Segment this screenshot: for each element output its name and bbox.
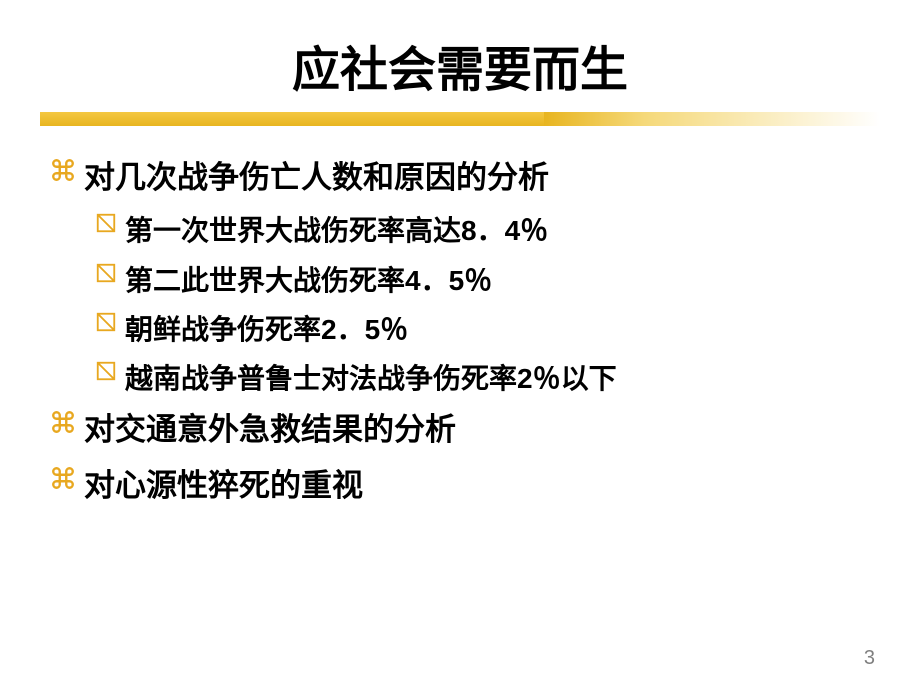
bullet-item: 对几次战争伤亡人数和原因的分析 <box>50 156 880 199</box>
box-diag-icon <box>95 261 117 292</box>
divider-solid <box>40 112 544 126</box>
bullet-text: 对心源性猝死的重视 <box>84 464 363 507</box>
page-number: 3 <box>864 647 875 670</box>
bullet-item: 第二此世界大战伤死率4．5％ <box>95 261 880 300</box>
bullet-text: 第一次世界大战伤死率高达8．4％ <box>125 211 548 250</box>
command-icon <box>50 408 76 444</box>
bullet-item: 对交通意外急救结果的分析 <box>50 408 880 451</box>
slide-title: 应社会需要而生 <box>40 30 880 100</box>
bullet-text: 朝鲜战争伤死率2．5％ <box>125 310 408 349</box>
bullet-text: 第二此世界大战伤死率4．5％ <box>125 261 492 300</box>
bullet-item: 越南战争普鲁士对法战争伤死率2％以下 <box>95 359 880 398</box>
bullet-item: 对心源性猝死的重视 <box>50 464 880 507</box>
bullet-text: 越南战争普鲁士对法战争伤死率2％以下 <box>125 359 617 398</box>
box-diag-icon <box>95 359 117 390</box>
bullet-item: 第一次世界大战伤死率高达8．4％ <box>95 211 880 250</box>
divider-gradient <box>544 112 880 126</box>
command-icon <box>50 156 76 192</box>
content-area: 对几次战争伤亡人数和原因的分析 第一次世界大战伤死率高达8．4％ 第二此世界大战… <box>40 156 880 507</box>
title-divider <box>40 112 880 126</box>
slide-container: 应社会需要而生 对几次战争伤亡人数和原因的分析 第一次世界大战伤死率高达8．4％ <box>0 0 920 690</box>
command-icon <box>50 464 76 500</box>
bullet-text: 对几次战争伤亡人数和原因的分析 <box>84 156 549 199</box>
box-diag-icon <box>95 310 117 341</box>
box-diag-icon <box>95 211 117 242</box>
bullet-item: 朝鲜战争伤死率2．5％ <box>95 310 880 349</box>
bullet-text: 对交通意外急救结果的分析 <box>84 408 456 451</box>
